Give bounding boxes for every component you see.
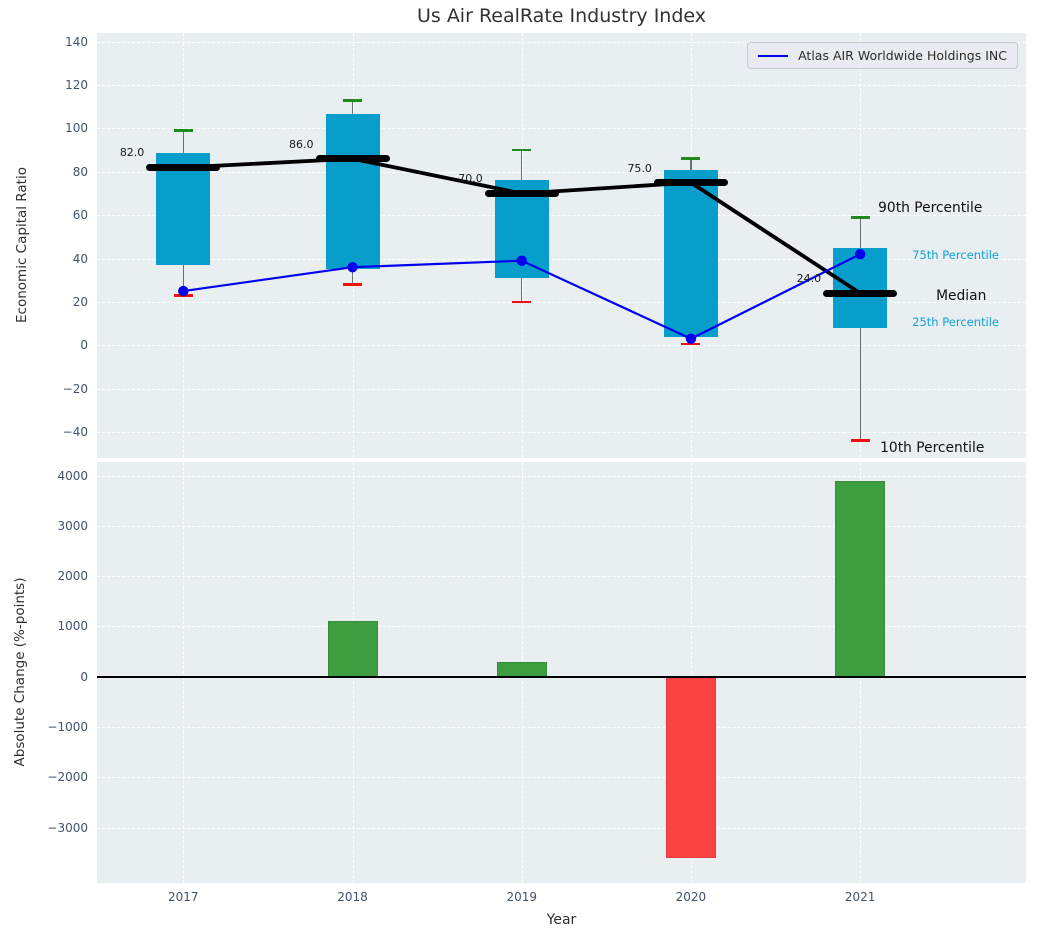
line-overlay [178,156,866,344]
y-tick-label: 40 [72,251,88,266]
x-tick-label: 2019 [506,890,537,904]
gridline-h [97,576,1026,578]
positive-change-bar [496,661,547,677]
company-marker [516,255,527,266]
cap-90th [681,157,701,161]
y-tick-label: 0 [80,669,88,684]
annotation-25th-percentile: 25th Percentile [912,314,999,329]
median-value-label: 82.0 [119,146,145,160]
y-tick-label: 80 [72,164,88,179]
top-plot-area: 82.0 86.0 70.0 75.0 24.0 90th Percentile 75t… [97,33,1026,458]
gridline-h [97,525,1026,527]
y-tick-label: −1000 [47,720,88,735]
x-tick-label: 2017 [168,890,199,904]
cap-10th [512,300,532,304]
y-tick-label: 100 [65,121,88,136]
gridline-h [97,215,1026,217]
cap-10th [681,342,701,346]
company-marker [854,248,866,260]
negative-change-bar [665,676,716,858]
positive-change-bar [835,480,886,677]
iqr-box [156,153,211,265]
gridline-h [97,128,1026,130]
legend-line-sample-icon [758,54,789,57]
gridline-h [97,388,1026,390]
positive-change-bar [327,621,378,677]
x-tick-label: 2020 [675,890,707,904]
x-tick-label: 2018 [337,890,368,904]
gridline-h [97,171,1026,173]
annotation-90th-percentile: 90th Percentile [878,200,983,217]
gridline-h [97,475,1026,477]
company-line [183,253,861,340]
annotation-75th-percentile: 75th Percentile [912,247,999,262]
y-tick-label: 140 [65,34,88,49]
bottom-plot-area [97,462,1026,883]
gridline-v [690,462,692,883]
median-trend-line [183,156,862,295]
y-tick-label: −20 [62,381,88,396]
x-tick-label: 2021 [844,890,876,904]
whisker-line [859,217,861,441]
gridline-h [97,41,1026,43]
cap-90th [173,129,193,132]
zero-baseline [97,675,1026,678]
gridline-v [183,462,185,883]
cap-90th [850,216,870,219]
gridline-h [97,258,1026,260]
company-marker [347,261,358,273]
gridline-h [97,431,1026,433]
chart-title: Us Air RealRate Industry Index [416,5,707,27]
gridline-h [97,827,1026,829]
y-tick-label: 0 [80,338,88,353]
annotation-10th-percentile: 10th Percentile [880,439,985,456]
iqr-box [325,114,380,270]
cap-10th [343,283,363,286]
y-tick-label: 1000 [57,619,88,634]
y-tick-label: 4000 [57,468,88,483]
y-tick-label: −2000 [47,770,88,785]
annotation-median: Median [936,288,987,305]
y-tick-label: 60 [72,208,88,223]
y-tick-label: −3000 [47,820,88,835]
median-value-label: 24.0 [796,272,822,286]
gridline-h [97,345,1026,347]
gridline-h [97,85,1026,87]
iqr-box [663,169,718,337]
company-marker [178,285,189,297]
median-bar [146,163,221,171]
cap-90th [512,148,532,152]
legend-box: Atlas AIR Worldwide Holdings INC [747,42,1018,69]
x-axis-label: Year [546,912,577,928]
y-tick-label: 2000 [57,569,88,584]
legend-label: Atlas AIR Worldwide Holdings INC [798,48,1007,63]
iqr-box [833,247,888,328]
cap-10th [850,439,870,442]
gridline-h [97,727,1026,729]
median-value-label: 70.0 [458,172,483,186]
y-tick-label: 3000 [57,518,88,533]
y-tick-label: 120 [65,78,88,93]
y-tick-label: −40 [62,424,88,439]
gridline-h [97,301,1026,303]
median-value-label: 86.0 [289,137,314,151]
cap-90th [343,98,363,102]
median-value-label: 75.0 [627,161,652,175]
company-marker [685,333,697,344]
y-tick-label: 20 [72,294,88,309]
gridline-h [97,626,1026,628]
gridline-h [97,777,1026,779]
